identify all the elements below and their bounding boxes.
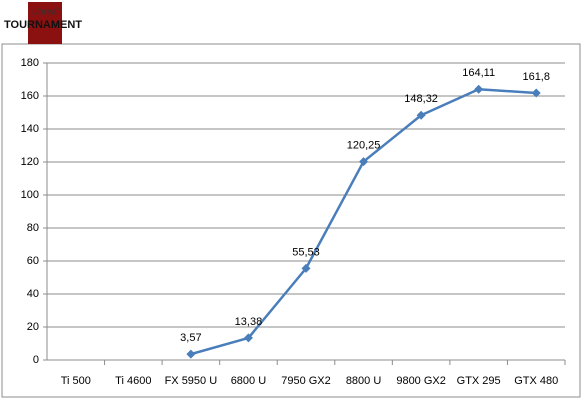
y-tick-label: 80 — [27, 222, 39, 234]
marker — [416, 110, 426, 120]
marker — [531, 88, 541, 98]
data-label: 164,11 — [462, 67, 495, 79]
marker — [301, 263, 311, 273]
data-label: 13,38 — [235, 316, 263, 328]
x-tick-label: GTX 295 — [457, 375, 501, 387]
y-tick-label: 60 — [27, 255, 39, 267]
marker — [359, 157, 369, 167]
marker — [474, 84, 484, 94]
logo-main: TOURNAMENT — [4, 19, 82, 31]
marker — [186, 349, 196, 359]
x-tick-label: 6800 U — [231, 375, 267, 387]
y-tick-label: 40 — [27, 288, 39, 300]
data-label: 148,32 — [404, 93, 438, 105]
logo-top: Unreal — [32, 6, 60, 16]
x-tick-label: 8800 U — [346, 375, 382, 387]
y-tick-label: 20 — [27, 321, 39, 333]
data-label: 161,8 — [522, 71, 550, 83]
data-label: 120,25 — [347, 139, 381, 151]
x-tick-label: FX 5950 U — [165, 375, 218, 387]
x-tick-label: 7950 GX2 — [281, 375, 331, 387]
data-label: 55,53 — [292, 246, 320, 258]
logo: Unreal TOURNAMENT — [4, 2, 82, 44]
y-tick-label: 160 — [21, 90, 39, 102]
marker — [243, 333, 253, 343]
x-tick-label: 9800 GX2 — [396, 375, 446, 387]
x-tick-label: GTX 480 — [514, 375, 558, 387]
y-tick-label: 140 — [21, 123, 39, 135]
x-tick-label: Ti 4600 — [115, 375, 151, 387]
x-tick-label: Ti 500 — [61, 375, 91, 387]
y-tick-label: 120 — [21, 156, 39, 168]
y-tick-label: 100 — [21, 189, 39, 201]
logo-emblem — [28, 2, 62, 44]
y-tick-label: 180 — [21, 57, 39, 69]
chart-frame — [1, 43, 581, 398]
y-tick-label: 0 — [33, 354, 39, 366]
data-label: 3,57 — [180, 332, 201, 344]
